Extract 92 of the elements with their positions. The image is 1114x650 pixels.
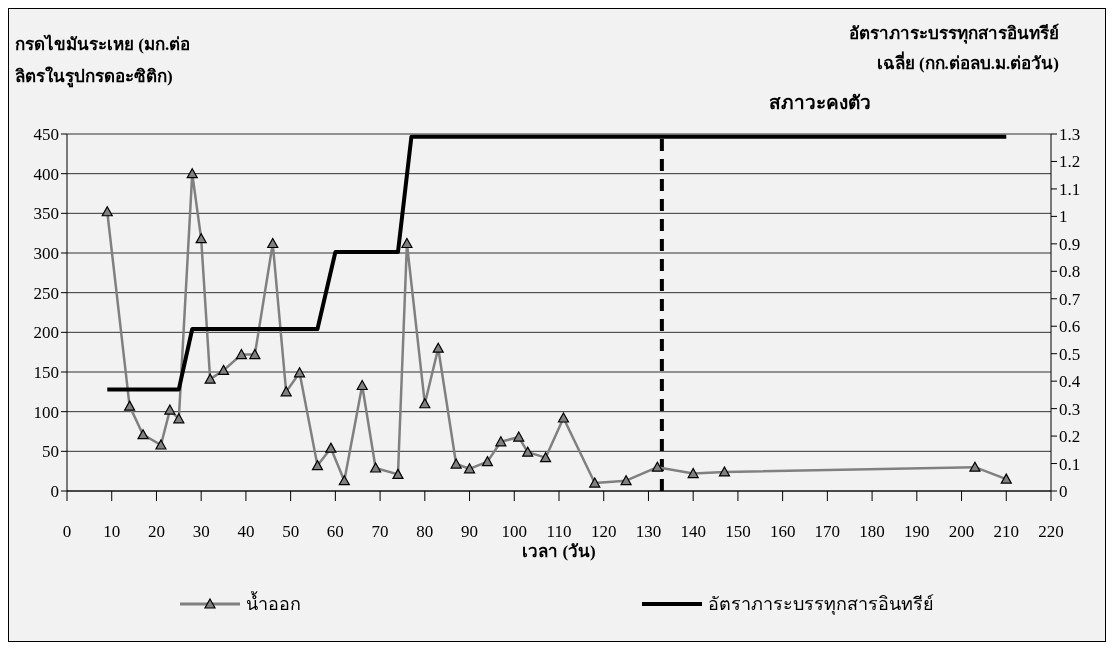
point [124, 400, 136, 411]
point [356, 379, 368, 391]
y2-tick-label: 0.1 [1059, 454, 1081, 474]
point [280, 386, 292, 397]
y2-tick-label: 0.9 [1059, 234, 1081, 254]
y-tick-label: 300 [33, 244, 59, 264]
y-tick-label: 0 [50, 482, 59, 502]
x-axis-title: เวลา (วัน) [522, 542, 596, 561]
y2-tick-label: 0.8 [1059, 262, 1081, 282]
point [969, 461, 981, 472]
point [522, 446, 534, 457]
point [311, 460, 324, 471]
x-tick-label: 140 [680, 522, 706, 542]
legend-label: น้ำออก [245, 590, 301, 616]
y2-tick-label: 0.6 [1059, 317, 1081, 337]
x-tick-label: 130 [635, 522, 662, 542]
y2-tick-label: 1.1 [1059, 179, 1081, 199]
point [267, 237, 279, 249]
point [481, 456, 494, 467]
x-tick-label: 180 [859, 522, 885, 542]
y2-tick-label: 1.3 [1059, 125, 1081, 145]
point [450, 458, 462, 469]
y-tick-label: 250 [33, 283, 59, 303]
point [155, 439, 167, 450]
point [419, 398, 431, 409]
point [217, 364, 230, 376]
y2-tick-label: 0.2 [1059, 427, 1081, 447]
x-tick-label: 190 [904, 522, 930, 542]
point [620, 475, 632, 486]
y2-tick-label: 0 [1059, 482, 1068, 502]
point [495, 436, 507, 447]
point [173, 413, 185, 424]
point [101, 206, 113, 217]
y-tick-label: 150 [33, 363, 59, 383]
x-tick-label: 150 [725, 522, 751, 542]
y2-tick-label: 0.3 [1059, 399, 1081, 419]
point [557, 412, 570, 423]
y-tick-label: 100 [33, 402, 59, 422]
point [370, 462, 382, 473]
text: สภาวะคงตัว [769, 91, 871, 115]
x-tick-label: 40 [237, 522, 255, 542]
y-tick-label: 350 [33, 204, 59, 224]
point [651, 461, 663, 472]
x-tick-label: 10 [103, 522, 121, 542]
y-tick-label: 50 [42, 442, 59, 462]
point [338, 475, 350, 486]
y2-tick-label: 0.7 [1059, 289, 1081, 309]
x-tick-label: 60 [326, 522, 344, 542]
x-tick-label: 20 [147, 522, 165, 542]
x-tick-label: 80 [416, 522, 434, 542]
y2-tick-label: 1.2 [1059, 152, 1081, 172]
point [186, 168, 198, 179]
x-tick-label: 70 [371, 522, 389, 542]
point [539, 452, 552, 463]
point [235, 348, 248, 360]
legend-label: อัตราภาระบรรทุกสารอินทรีย์ [708, 593, 935, 617]
x-tick-label: 90 [461, 522, 479, 542]
point [463, 463, 476, 474]
y2-tick-label: 0.4 [1059, 372, 1081, 392]
x-tick-label: 170 [814, 522, 841, 542]
point [1000, 473, 1012, 484]
y-tick-label: 450 [33, 125, 59, 145]
x-tick-label: 160 [769, 522, 796, 542]
point [589, 477, 601, 488]
y-axis-title: กรดไขมันระเหย (มก.ต่อลิตรในรูปกรดอะซิติก) [15, 33, 192, 90]
x-tick-label: 110 [546, 522, 572, 542]
y2-axis-title: อัตราภาระบรรทุกสารอินทรีย์เฉลี่ย (กก.ต่อลบ.ม.ต่อวัน) [848, 22, 1059, 75]
y-tick-label: 400 [33, 164, 59, 184]
point [249, 348, 261, 360]
x-tick-label: 210 [993, 522, 1020, 542]
point [137, 429, 149, 440]
x-tick-label: 220 [1038, 522, 1064, 542]
point [513, 431, 525, 442]
x-tick-label: 100 [501, 522, 528, 542]
point [164, 404, 176, 415]
point [401, 237, 413, 249]
y2-tick-label: 0.5 [1059, 344, 1081, 364]
point [293, 367, 306, 378]
x-tick-label: 200 [948, 522, 975, 542]
point [195, 233, 207, 244]
x-tick-label: 30 [192, 522, 210, 542]
y-tick-label: 200 [33, 323, 59, 343]
x-tick-label: 120 [590, 522, 617, 542]
point [432, 342, 444, 353]
point [392, 468, 404, 479]
x-tick-label: 50 [282, 522, 300, 542]
point [204, 373, 216, 384]
point [325, 442, 337, 453]
y2-tick-label: 1 [1059, 207, 1068, 227]
point [687, 467, 699, 479]
point [718, 466, 731, 477]
x-tick-label: 0 [62, 522, 72, 542]
